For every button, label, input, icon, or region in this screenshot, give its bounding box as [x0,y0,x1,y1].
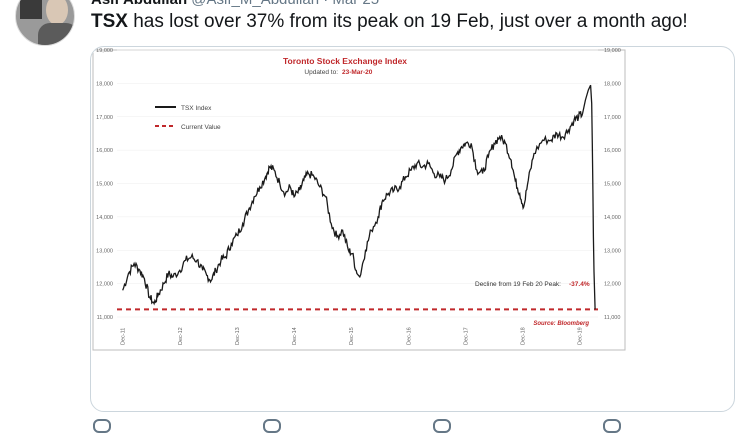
decline-label: Decline from 19 Feb 20 Peak: [475,281,561,288]
y-tick-right: 15,000 [604,182,621,188]
tweet-text: TSX has lost over 37% from its peak on 1… [91,11,688,33]
y-tick-right: 16,000 [604,148,621,154]
x-tick-label: Dec-13 [235,327,241,345]
updated-label: Updated to: [304,69,338,76]
x-tick-label: Dec-16 [406,327,412,345]
legend-tsx: TSX Index [181,105,212,112]
y-tick-right: 12,000 [604,282,621,288]
tsx-index-series [122,84,596,310]
retweet-icon[interactable] [263,419,285,433]
tsx-chart: 11,000 12,000 13,000 14,000 15,000 16,000 17,0… [92,48,626,351]
y-tick-left: 16,000 [96,148,113,154]
x-axis-ticks: Dec-11 Dec-12 Dec-13 Dec-14 Dec-15 Dec-16 Dec-… [121,327,584,345]
x-tick-label: Dec-11 [121,328,127,345]
like-icon[interactable] [433,419,455,433]
media-card[interactable]: 11,000 12,000 13,000 14,000 15,000 16,000 17,0… [90,46,735,412]
tweet-date[interactable]: · Mar 25 [323,0,379,8]
author-name[interactable]: Asif Abdullah [91,0,187,8]
y-tick-left: 13,000 [96,248,113,254]
left-axis-ticks: 11,000 12,000 13,000 14,000 15,000 16,000 17,0… [96,48,113,321]
x-tick-label: Dec-15 [349,327,355,345]
ticker-text[interactable]: TSX [91,11,128,32]
source-note: Source: Bloomberg [533,321,589,327]
y-tick-left: 11,000 [97,315,113,321]
share-icon[interactable] [603,419,625,433]
updated-date: 23-Mar-20 [342,69,373,76]
tweet-header: Asif Abdullah @Asif_M_Abdullah · Mar 25 [91,0,379,8]
x-tick-label: Dec-18 [521,327,527,345]
y-tick-right: 13,000 [604,248,621,254]
y-tick-left: 19,000 [96,48,113,54]
y-tick-left: 17,000 [96,115,113,121]
x-tick-label: Dec-14 [292,327,298,345]
y-tick-left: 14,000 [96,215,113,221]
y-tick-left: 18,000 [96,81,113,87]
y-tick-right: 14,000 [604,215,621,221]
chart-title: Toronto Stock Exchange Index [283,56,407,66]
tweet-body: has lost over 37% from its peak on 19 Fe… [127,11,688,32]
y-tick-right: 11,000 [604,315,620,321]
reply-icon[interactable] [93,419,115,433]
y-tick-right: 18,000 [604,81,621,87]
grid-lines [117,49,598,318]
x-tick-label: Dec-19 [578,327,584,345]
decline-value: -37.4% [569,281,590,288]
author-handle[interactable]: @Asif_M_Abdullah [191,0,319,8]
right-axis-ticks: 11,000 12,000 13,000 14,000 15,000 16,000 17,0… [604,48,621,321]
x-tick-label: Dec-17 [463,327,469,345]
legend-current: Current Value [181,124,221,131]
y-tick-right: 17,000 [604,115,621,121]
y-tick-right: 19,000 [604,48,621,54]
y-tick-left: 12,000 [96,282,113,288]
author-avatar[interactable] [15,0,75,46]
x-tick-label: Dec-12 [178,327,184,345]
y-tick-left: 15,000 [96,182,113,188]
